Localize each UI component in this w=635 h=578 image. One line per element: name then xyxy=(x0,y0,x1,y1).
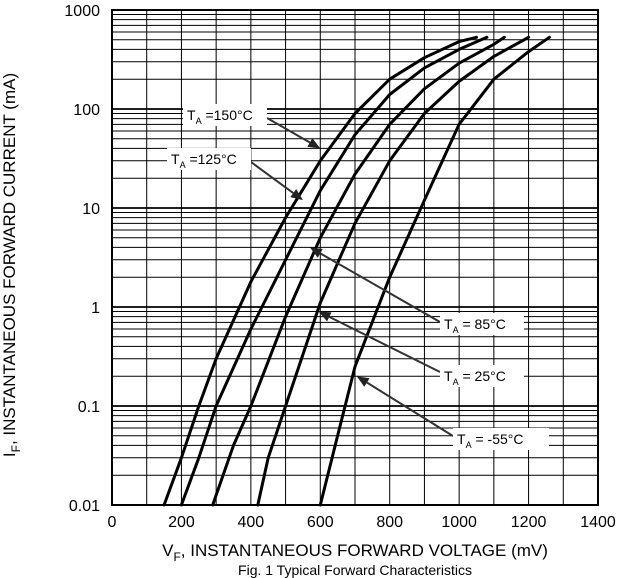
annotation-arrowhead xyxy=(356,376,370,387)
series-label-sub: A xyxy=(466,440,472,450)
series-label-sub: A xyxy=(453,325,459,335)
x-tick-label: 800 xyxy=(376,514,403,531)
y-tick-label: 10 xyxy=(82,201,100,218)
x-axis-label-rest: , INSTANTANEOUS FORWARD VOLTAGE (mV) xyxy=(181,541,548,560)
annotation-label-box xyxy=(440,365,524,387)
series-line xyxy=(256,35,531,507)
series-label: TA =125°C xyxy=(171,151,237,170)
x-tick-label: 600 xyxy=(307,514,334,531)
y-axis-label-main: I xyxy=(0,452,19,457)
y-tick-label: 0.1 xyxy=(78,399,100,416)
annotation-label-box xyxy=(183,104,267,126)
annotation-leader-line xyxy=(266,117,311,144)
annotation-arrowhead xyxy=(318,311,332,322)
series-label-sub: A xyxy=(453,377,459,387)
series-label-sub: A xyxy=(196,116,202,126)
annotation-leader-line xyxy=(366,381,454,437)
series-line xyxy=(179,35,489,507)
figure-caption: Fig. 1 Typical Forward Characteristics xyxy=(238,562,472,578)
y-axis-label-rest: , INSTANTANEOUS FORWARD CURRENT (mA) xyxy=(0,73,19,445)
series-label-main: T xyxy=(444,368,453,384)
series-label-sub: A xyxy=(180,160,186,170)
annotation-leader-line xyxy=(319,252,441,323)
series-label: TA =150°C xyxy=(187,107,253,126)
series-label-rest: = -55°C xyxy=(472,431,524,447)
series-label: TA = 85°C xyxy=(444,316,506,335)
series-label-main: T xyxy=(171,151,180,167)
y-axis-label: IF, INSTANTANEOUS FORWARD CURRENT (mA) xyxy=(0,73,23,457)
series-label-rest: =150°C xyxy=(202,107,253,123)
series-label-rest: = 25°C xyxy=(459,368,506,384)
curves xyxy=(162,35,551,507)
annotation-label-box xyxy=(167,148,251,170)
series-line xyxy=(162,35,478,507)
x-tick-label: 200 xyxy=(168,514,195,531)
y-tick-label: 1000 xyxy=(64,3,100,20)
y-tick-label: 0.01 xyxy=(69,498,100,515)
annotation-leader-line xyxy=(328,315,441,373)
x-tick-label: 1200 xyxy=(511,514,547,531)
x-axis-label: VF, INSTANTANEOUS FORWARD VOLTAGE (mV) xyxy=(162,541,548,564)
x-axis-label-sub: F xyxy=(173,550,180,564)
plot-area-border xyxy=(111,9,599,506)
series-label-main: T xyxy=(187,107,196,123)
series-label: TA = -55°C xyxy=(457,431,523,450)
annotation-leader-line xyxy=(250,161,294,194)
series-label-rest: = 85°C xyxy=(459,316,506,332)
annotation-arrowhead xyxy=(290,189,303,201)
series-line xyxy=(211,35,506,507)
y-tick-label: 100 xyxy=(73,102,100,119)
annotation-arrowhead xyxy=(309,247,323,258)
series-label-rest: =125°C xyxy=(186,151,237,167)
y-axis-label-sub: F xyxy=(9,445,23,452)
series-annotations: TA =150°CTA =125°CTA = 85°CTA = 25°CTA =… xyxy=(167,104,549,450)
annotation-arrowhead xyxy=(307,138,321,149)
series-label: TA = 25°C xyxy=(444,368,506,387)
y-tick-label: 1 xyxy=(91,300,100,317)
x-tick-label: 1000 xyxy=(441,514,477,531)
tick-labels: 0 200 400 600 800 1000 1200 1400 0.01 0.1 1 10 100 10… xyxy=(64,3,615,531)
x-axis-label-main: V xyxy=(162,541,174,560)
x-tick-label: 400 xyxy=(238,514,265,531)
x-tick-label: 1400 xyxy=(580,514,616,531)
series-line xyxy=(318,35,551,507)
series-label-main: T xyxy=(444,316,453,332)
series-label-main: T xyxy=(457,431,466,447)
annotation-label-box xyxy=(453,428,549,450)
x-tick-label: 0 xyxy=(108,514,117,531)
annotation-label-box xyxy=(440,313,524,335)
